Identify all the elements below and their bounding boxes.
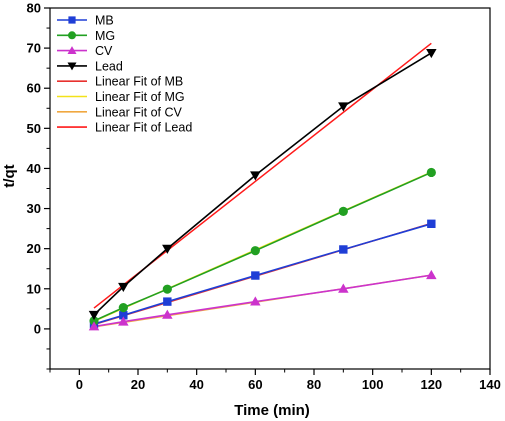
point-mb xyxy=(339,245,348,254)
point-cv xyxy=(250,296,261,306)
point-mb xyxy=(251,271,260,280)
axes: 0 20 40 60 80 100 120 140 0 10 20 30 40 50 60 70 80 xyxy=(27,1,501,393)
point-cv xyxy=(338,283,349,293)
legend-marker xyxy=(68,31,76,40)
y-tick-label: 0 xyxy=(34,321,41,336)
point-mg xyxy=(118,303,128,313)
x-tick-label: 40 xyxy=(189,377,203,392)
legend-marker xyxy=(68,16,76,24)
point-lead xyxy=(338,102,349,112)
y-axis-title: t/qt xyxy=(1,164,18,187)
legend-marker xyxy=(67,62,77,71)
y-tick-label: 40 xyxy=(27,161,41,176)
x-axis-title: Time (min) xyxy=(234,402,310,419)
x-tick-label: 140 xyxy=(479,377,501,392)
legend-label: MG xyxy=(95,29,115,43)
point-mg xyxy=(250,246,260,256)
y-tick-label: 80 xyxy=(27,1,41,16)
legend-label: Lead xyxy=(95,59,123,73)
y-tick-label: 70 xyxy=(27,41,41,56)
legend-label: MB xyxy=(95,14,114,28)
legend-label: Linear Fit of MG xyxy=(95,90,185,104)
point-cv xyxy=(118,316,129,326)
point-mb xyxy=(119,311,128,320)
x-tick-label: 0 xyxy=(76,377,83,392)
legend-label: Linear Fit of MB xyxy=(95,75,183,89)
point-mb xyxy=(163,297,172,306)
x-tick-label: 20 xyxy=(131,377,145,392)
x-tick-label: 60 xyxy=(248,377,262,392)
data-series xyxy=(88,48,437,331)
point-mb xyxy=(427,219,436,228)
series-line-lead xyxy=(93,52,432,316)
series-line-mg xyxy=(93,171,432,322)
point-lead xyxy=(162,244,173,254)
y-tick-label: 60 xyxy=(27,81,41,96)
point-mg xyxy=(426,167,436,178)
y-tick-label: 10 xyxy=(27,281,41,296)
point-lead xyxy=(118,282,129,293)
point-lead xyxy=(88,310,100,321)
series-line-cv xyxy=(93,274,432,328)
point-cv xyxy=(426,269,437,280)
x-tick-label: 80 xyxy=(307,377,321,392)
y-tick-label: 30 xyxy=(27,201,41,216)
point-mg xyxy=(89,316,99,326)
series-line-mb xyxy=(93,223,432,325)
point-mg xyxy=(162,284,172,294)
point-lead xyxy=(250,171,261,181)
point-lead xyxy=(426,48,437,59)
y-tick-label: 50 xyxy=(27,121,41,136)
y-tick-label: 20 xyxy=(27,241,41,256)
point-mg xyxy=(338,206,348,216)
point-cv xyxy=(88,321,100,331)
point-cv xyxy=(162,309,173,319)
x-tick-label: 100 xyxy=(362,377,384,392)
legend-label: CV xyxy=(95,44,113,58)
x-tick-label: 120 xyxy=(420,377,442,392)
legend-label: Linear Fit of CV xyxy=(95,105,183,119)
legend-label: Linear Fit of Lead xyxy=(95,121,192,135)
legend-marker xyxy=(67,46,77,54)
